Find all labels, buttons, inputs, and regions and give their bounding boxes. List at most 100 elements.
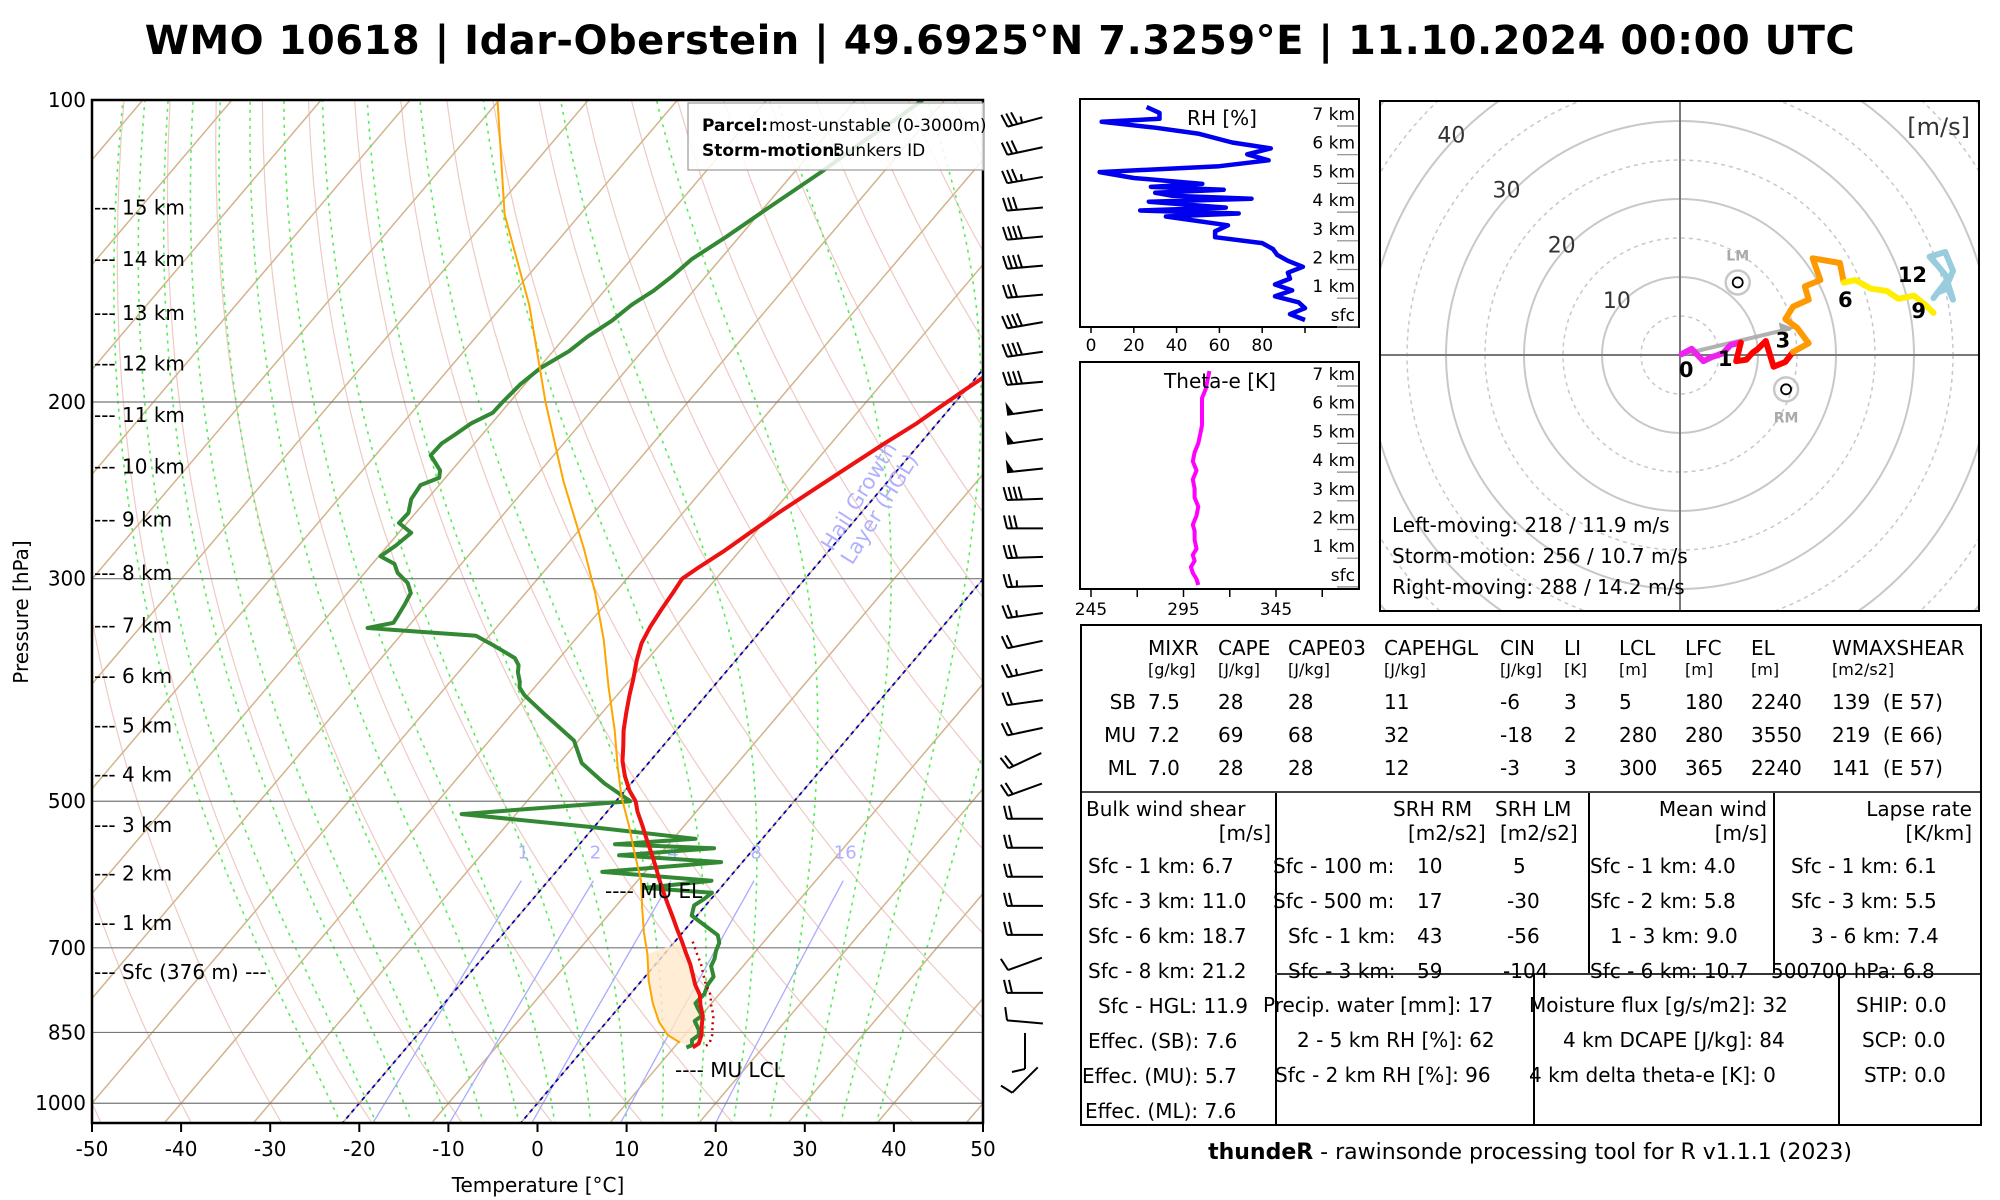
theta-e-height-label: sfc [1331, 566, 1355, 586]
barb-flag [1001, 315, 1009, 329]
mean-wind-row: Sfc - 1 km: 4.0 [1590, 854, 1736, 878]
barb-flag [1010, 313, 1019, 327]
wind-barb [1001, 283, 1044, 299]
barb-flag [1000, 635, 1009, 649]
x-tick-label: 20 [703, 1137, 728, 1161]
composite-section: SHIP: 0.0 SCP: 0.0 STP: 0.0 [1838, 973, 1980, 1124]
barb-half-flag [1019, 116, 1024, 124]
barb-flag [1001, 343, 1009, 358]
theta-e-profile [1188, 370, 1212, 586]
wind-barb [1001, 691, 1043, 707]
x-tick-label: 50 [970, 1137, 995, 1161]
height-label: --- 11 km [94, 403, 185, 427]
moisture-section: Precip. water [mm]: 17 2 - 5 km RH [%]: … [1263, 973, 1535, 1124]
table-cell: 28 [1288, 756, 1314, 780]
flux-row: 4 km DCAPE [J/kg]: 84 [1563, 1028, 1785, 1052]
hodograph-ring-label: 20 [1548, 234, 1576, 259]
isotherm [787, 892, 983, 1123]
theta-e-title: Theta-e [K] [1163, 369, 1276, 393]
x-axis-label: Temperature [°C] [451, 1173, 625, 1197]
mu-lcl-label: ---- MU LCL [675, 1058, 786, 1082]
wind-barb [1001, 254, 1044, 270]
barb-flag [1011, 370, 1018, 385]
dry-adiabat [307, 100, 734, 1123]
height-label: --- 6 km [94, 664, 172, 688]
lapse-rate-row: 500700 hPa: 6.8 [1771, 959, 1935, 983]
legend-box [687, 102, 985, 171]
theta-e-height-label: 6 km [1312, 394, 1355, 414]
moist-adiabat [655, 100, 819, 1123]
x-tick-label: 0 [531, 1137, 544, 1161]
barb-flag [1016, 225, 1023, 239]
table-cell: 280 [1685, 723, 1724, 747]
barb-staff [1006, 584, 1044, 589]
barb-half-flag [1014, 668, 1019, 676]
barb-staff [1007, 146, 1043, 156]
rh-x-tick-label: 80 [1251, 336, 1273, 356]
barb-flag [999, 757, 1010, 769]
barb-flag [1005, 721, 1014, 735]
isotherm [697, 787, 983, 1123]
mean-wind-row: Sfc - 2 km: 5.8 [1590, 889, 1736, 913]
moist-adiabat [113, 100, 342, 1123]
srh-row-lm: -30 [1507, 889, 1540, 913]
table-column-header: CAPEHGL [1384, 636, 1479, 660]
barb-staff [1006, 467, 1044, 474]
barb-flag [1008, 863, 1013, 878]
table-cell: 300 [1619, 756, 1658, 780]
rh-height-label: 7 km [1312, 105, 1355, 125]
barb-staff [1007, 321, 1043, 330]
hodograph-segment [1840, 277, 1937, 316]
table-column-unit: [J/kg] [1384, 660, 1427, 679]
storm-motion-marker [1780, 383, 1792, 396]
wind-barb [1003, 921, 1043, 936]
chart-title: WMO 10618 | Idar-Oberstein | 49.6925°N 7… [144, 18, 1856, 64]
wind-barb [1005, 430, 1043, 445]
barb-flag [1001, 284, 1009, 299]
bulk-shear-row: Effec. (ML): 7.6 [1085, 1099, 1237, 1123]
srh-rm-unit: [m2/s2] [1408, 821, 1486, 845]
barb-staff [1006, 235, 1044, 241]
barb-staff [1007, 408, 1043, 416]
table-cell: 2240 [1751, 690, 1802, 714]
isotherm [92, 100, 322, 371]
table-column-unit: [m2/s2] [1832, 660, 1895, 679]
barb-staff [1006, 1019, 1044, 1025]
isotherm [430, 473, 983, 1123]
isotherm [92, 100, 679, 790]
theta-e-height-label: 2 km [1312, 509, 1355, 529]
barb-flag [1000, 1084, 1013, 1094]
x-tick-label: 30 [792, 1137, 817, 1161]
bulk-shear-row: Sfc - 3 km: 11.0 [1088, 889, 1247, 913]
barb-flag [1011, 225, 1018, 240]
hodograph-segment [1733, 338, 1797, 370]
theta-e-height-label: 5 km [1312, 422, 1355, 442]
temperature-profile [620, 375, 983, 1050]
height-label: --- 4 km [94, 762, 172, 786]
barb-flag [1004, 782, 1014, 795]
table-cell: 2240 [1751, 756, 1802, 780]
footer-text: - rawinsonde processing tool for R v1.1.… [1313, 1140, 1852, 1165]
barb-staff [1006, 380, 1044, 386]
wind-barb [1000, 721, 1043, 737]
moisture-row: 2 - 5 km RH [%]: 62 [1297, 1028, 1495, 1052]
height-label: --- 14 km [94, 247, 185, 271]
hodograph-height-label: 1 [1718, 347, 1733, 371]
table-row-label: SB [1109, 690, 1136, 714]
barb-flag [1001, 605, 1009, 619]
isotherm [92, 100, 500, 581]
barb-flag [1001, 371, 1009, 386]
y-tick-label: 700 [48, 936, 86, 960]
barb-staff [1006, 264, 1044, 270]
table-cell: 141 (E 57) [1832, 756, 1943, 780]
table-cell: 365 [1685, 756, 1724, 780]
flux-row: 4 km delta theta-e [K]: 0 [1529, 1063, 1776, 1087]
isotherm [92, 100, 411, 476]
lapse-rate-title: Lapse rate [1866, 797, 1972, 821]
srh-row-lm: -104 [1503, 959, 1549, 983]
barb-flag [1003, 979, 1008, 994]
barb-flag [1012, 486, 1018, 500]
height-label: --- 7 km [94, 613, 172, 637]
hodograph-height-label: 12 [1898, 263, 1927, 287]
